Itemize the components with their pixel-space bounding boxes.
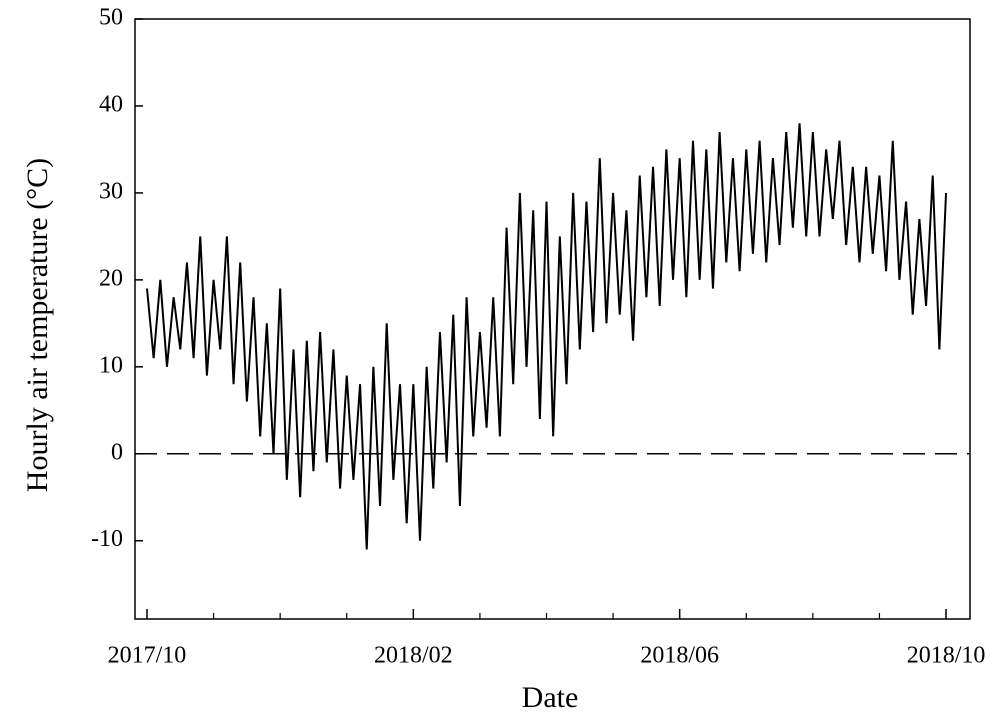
y-tick-label: 20 [99, 265, 123, 291]
x-tick-label: 2018/06 [640, 643, 719, 669]
x-axis-label: Date [522, 681, 579, 714]
y-tick-label: 10 [99, 352, 123, 378]
x-tick-label: 2017/10 [108, 643, 187, 669]
x-tick-label: 2018/10 [907, 643, 986, 669]
y-tick-label: 40 [99, 91, 123, 117]
temperature-line [145, 123, 948, 550]
plot-frame [134, 18, 971, 620]
y-tick-label: 0 [111, 439, 123, 465]
y-axis-label: Hourly air temperature (°C) [21, 158, 54, 492]
y-tick-label: 30 [99, 178, 123, 204]
x-tick-label: 2018/02 [374, 643, 453, 669]
y-tick-label: -10 [91, 526, 123, 552]
y-tick-label: 50 [99, 5, 123, 31]
